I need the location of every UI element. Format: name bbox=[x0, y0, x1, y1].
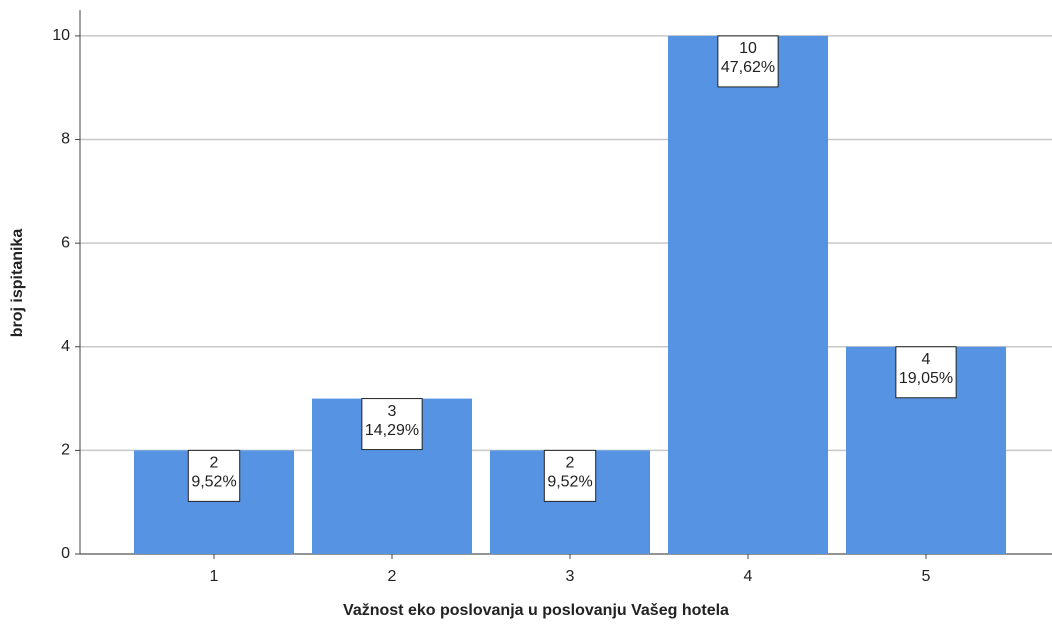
data-label-percent: 9,52% bbox=[191, 474, 236, 491]
x-tick-label: 1 bbox=[210, 568, 219, 585]
data-label: 2 9,52% bbox=[187, 449, 241, 502]
y-tick-label: 6 bbox=[61, 234, 70, 251]
y-tick-label: 2 bbox=[61, 442, 70, 459]
data-label-box bbox=[717, 35, 779, 88]
data-label-box bbox=[895, 346, 957, 399]
data-label-count: 2 bbox=[566, 455, 575, 472]
y-axis-title: broj ispitanika bbox=[9, 229, 26, 338]
x-tick-label: 2 bbox=[388, 568, 397, 585]
x-tick-label: 4 bbox=[744, 568, 753, 585]
data-label-percent: 9,52% bbox=[547, 474, 592, 491]
data-label-count: 4 bbox=[922, 351, 931, 368]
y-tick-label: 10 bbox=[52, 27, 70, 44]
bar bbox=[668, 35, 828, 554]
data-label-box bbox=[187, 449, 241, 502]
data-label: 4 19,05% bbox=[895, 346, 957, 399]
y-tick-label: 0 bbox=[61, 545, 70, 562]
data-label-percent: 47,62% bbox=[721, 59, 775, 76]
data-label-count: 10 bbox=[739, 40, 757, 57]
x-tick-label: 5 bbox=[922, 568, 931, 585]
data-label-count: 3 bbox=[388, 403, 397, 420]
y-tick-label: 8 bbox=[61, 131, 70, 148]
data-label: 10 47,62% bbox=[717, 35, 779, 88]
x-tick-label: 3 bbox=[566, 568, 575, 585]
data-label-count: 2 bbox=[210, 455, 219, 472]
data-label-box bbox=[361, 398, 423, 451]
data-label-percent: 19,05% bbox=[899, 370, 953, 387]
y-tick-label: 4 bbox=[61, 338, 70, 355]
data-label: 2 9,52% bbox=[543, 449, 597, 502]
data-label-box bbox=[543, 449, 597, 502]
data-label-percent: 14,29% bbox=[365, 422, 419, 439]
data-label: 3 14,29% bbox=[361, 398, 423, 451]
x-axis-title: Važnost eko poslovanja u poslovanju Vaše… bbox=[343, 602, 729, 619]
